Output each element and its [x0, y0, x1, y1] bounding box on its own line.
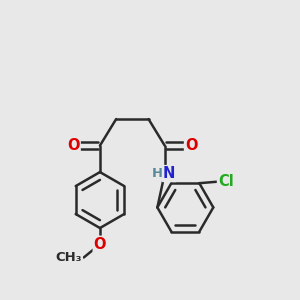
Text: Cl: Cl — [218, 174, 234, 189]
Text: O: O — [67, 138, 80, 153]
Text: H: H — [152, 167, 163, 180]
Text: CH₃: CH₃ — [56, 251, 82, 264]
Text: N: N — [163, 166, 175, 181]
Text: O: O — [94, 237, 106, 252]
Text: O: O — [185, 138, 197, 153]
